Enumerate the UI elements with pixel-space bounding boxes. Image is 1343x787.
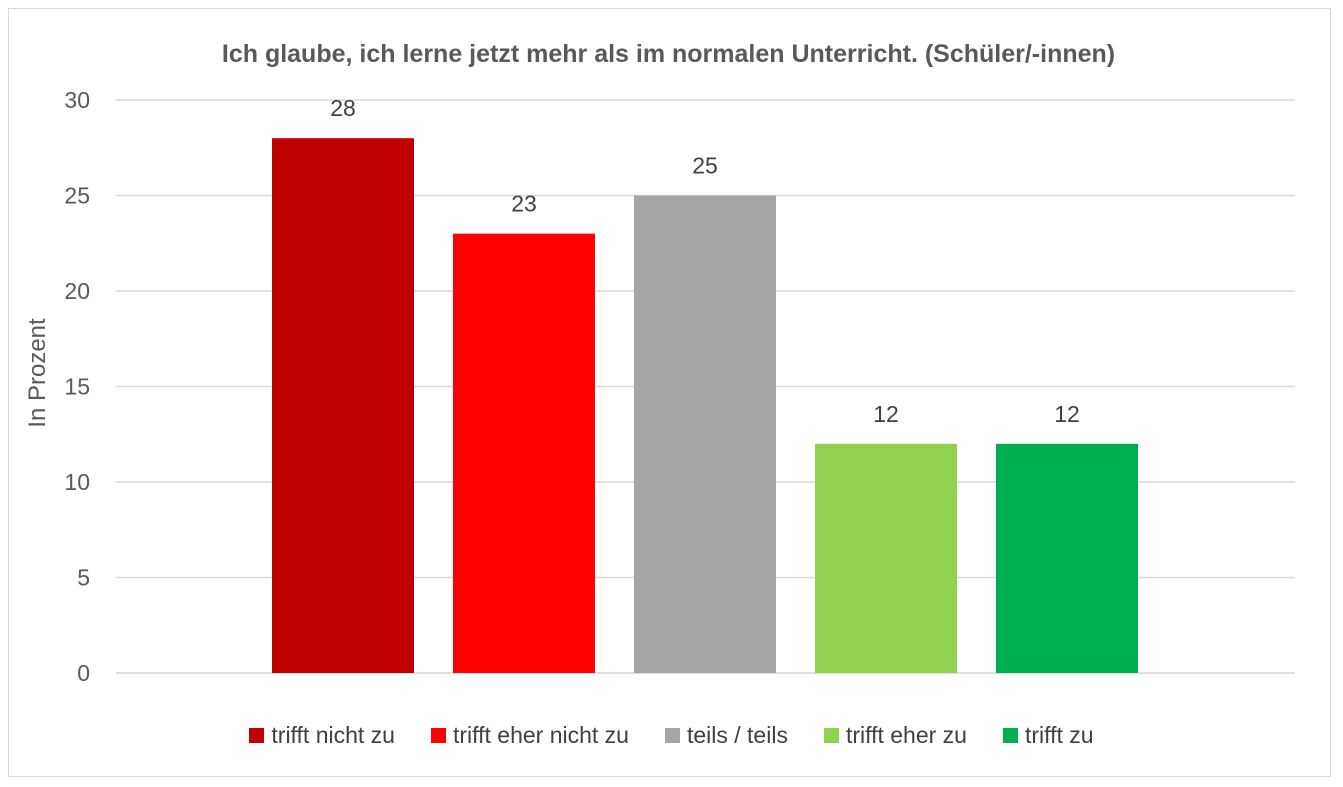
y-tick-label: 10 [64, 469, 90, 495]
bar-3 [634, 195, 776, 673]
data-labels: 28 23 25 12 12 [330, 95, 1080, 427]
legend-label: trifft eher nicht zu [452, 722, 629, 748]
legend-label: trifft zu [1024, 722, 1094, 748]
y-tick-label: 15 [64, 374, 90, 400]
data-label-4: 12 [873, 401, 899, 427]
data-label-2: 23 [511, 191, 537, 217]
legend-swatch [823, 728, 839, 743]
legend-item: teils / teils [664, 722, 788, 749]
bar-1 [272, 138, 414, 673]
y-tick-label: 5 [77, 565, 90, 591]
y-axis-label: In Prozent [24, 318, 51, 428]
chart-title: Ich glaube, ich lerne jetzt mehr als im … [221, 40, 1116, 68]
legend-swatch [249, 728, 265, 743]
legend-label: trifft eher zu [845, 722, 967, 748]
legend-item: trifft eher zu [823, 722, 967, 749]
y-tick-label: 25 [64, 183, 90, 209]
legend-swatch [1002, 728, 1018, 743]
legend-swatch [664, 728, 680, 743]
legend-label: teils / teils [686, 722, 788, 748]
bar-4 [815, 443, 957, 673]
data-label-3: 25 [692, 153, 718, 179]
y-tick-label: 0 [77, 660, 90, 686]
legend: trifft nicht zu trifft eher nicht zu teils… [0, 722, 1343, 749]
legend-item: trifft eher nicht zu [430, 722, 629, 749]
bar-5 [996, 443, 1138, 673]
legend-item: trifft nicht zu [249, 722, 395, 749]
y-axis-ticks: 0 5 10 15 20 25 30 [64, 87, 90, 686]
legend-swatch [430, 728, 446, 743]
data-label-5: 12 [1054, 401, 1080, 427]
bar-2 [453, 233, 595, 673]
legend-item: trifft zu [1002, 722, 1094, 749]
y-tick-label: 30 [64, 87, 90, 113]
y-tick-label: 20 [64, 278, 90, 304]
data-label-1: 28 [330, 95, 356, 121]
legend-label: trifft nicht zu [271, 722, 395, 748]
bars [272, 138, 1138, 673]
